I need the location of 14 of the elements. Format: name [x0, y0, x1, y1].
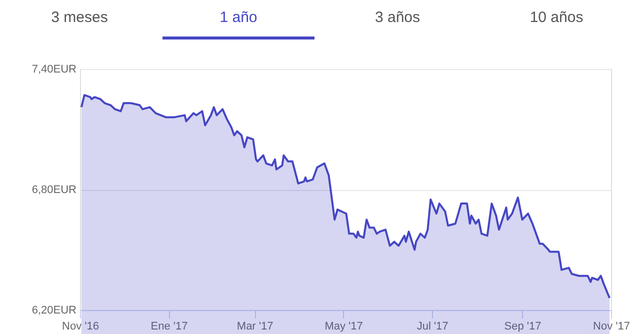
- y-tick-label: 7,40EUR: [32, 64, 77, 76]
- x-tick-label: Sep '17: [504, 320, 542, 332]
- x-tick-label: Nov '16: [62, 320, 99, 332]
- y-tick-label: 6,20EUR: [32, 304, 77, 316]
- x-tick-label: Ene '17: [150, 320, 188, 332]
- x-tick-label: Nov '17: [593, 320, 630, 332]
- x-tick-label: Mar '17: [236, 320, 274, 332]
- text: 10 años: [530, 9, 584, 26]
- text: 3 meses: [51, 9, 108, 26]
- y-tick-label: 6,80EUR: [32, 184, 77, 196]
- x-tick-label: Jul '17: [416, 320, 448, 332]
- x-tick-label: May '17: [324, 320, 363, 332]
- text: 3 años: [374, 9, 420, 26]
- text: 1 año: [220, 9, 258, 26]
